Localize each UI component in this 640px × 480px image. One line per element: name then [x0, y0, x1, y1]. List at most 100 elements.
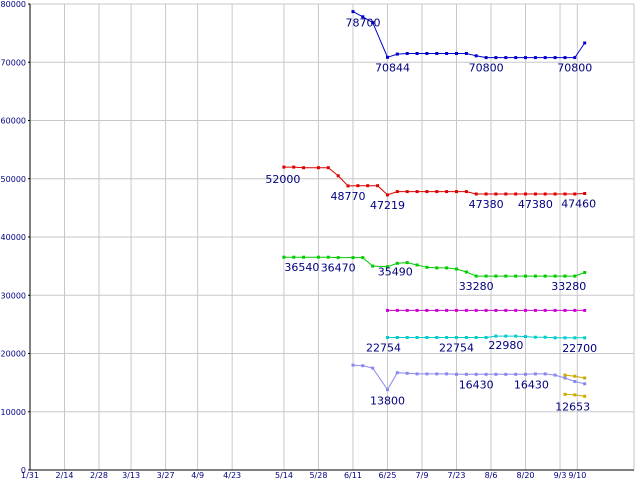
data-point	[543, 372, 547, 376]
data-point	[504, 56, 508, 60]
data-point	[583, 394, 587, 398]
x-tick-label: 4/9	[191, 471, 204, 480]
data-point	[484, 274, 488, 278]
data-label: 12653	[555, 400, 590, 413]
series-line	[352, 364, 585, 391]
data-point	[474, 54, 478, 58]
data-point	[455, 52, 458, 55]
data-point	[543, 335, 547, 339]
y-tick-label: 10000	[1, 408, 26, 417]
data-point	[514, 308, 518, 312]
data-point	[504, 334, 508, 338]
data-point	[415, 52, 419, 55]
data-point	[563, 392, 567, 396]
data-point	[484, 308, 488, 312]
series-4	[386, 334, 587, 340]
data-point	[405, 371, 409, 375]
x-tick-label: 8/20	[517, 471, 535, 480]
data-point	[292, 165, 296, 169]
x-axis-ticks: 1/31 2/14 2/28 3/13 3/27 4/9 4/23 5/14 5/28 6/11 6…	[21, 471, 586, 480]
data-point	[504, 308, 508, 312]
data-point	[282, 255, 286, 259]
data-point	[543, 56, 547, 60]
y-axis-ticks: 0 10000 20000 30000 40000 50000 60000 70000 8000…	[1, 0, 30, 475]
data-point	[563, 308, 567, 312]
data-point	[356, 184, 360, 188]
x-tick-label: 4/23	[223, 471, 241, 480]
data-point	[405, 190, 409, 194]
series-1	[282, 165, 587, 197]
data-point	[474, 336, 478, 339]
data-point	[361, 256, 365, 260]
x-tick-label: 7/9	[416, 471, 429, 480]
data-point	[371, 21, 375, 25]
data-point	[395, 308, 399, 312]
data-label: 16430	[514, 378, 549, 391]
data-point	[415, 308, 419, 312]
data-point	[336, 174, 340, 178]
x-tick-label: 2/28	[90, 471, 108, 480]
data-point	[533, 372, 537, 376]
data-label: 35490	[378, 265, 413, 278]
data-point	[583, 271, 587, 274]
grid-lines	[29, 3, 635, 470]
data-point	[583, 376, 587, 380]
data-point	[583, 192, 587, 195]
data-point	[573, 336, 577, 340]
data-point	[514, 274, 518, 278]
data-point	[504, 274, 508, 278]
data-point	[573, 192, 577, 196]
data-point	[371, 366, 375, 370]
data-point	[425, 52, 429, 55]
data-point	[533, 308, 537, 312]
data-labels: 78700 70844 70800 70800 52000 48770 47219 47380…	[265, 17, 597, 414]
series-line	[283, 256, 585, 277]
data-point	[455, 308, 458, 312]
data-label: 70800	[557, 62, 592, 75]
series-7	[563, 392, 587, 398]
data-point	[514, 56, 518, 60]
y-tick-label: 40000	[1, 233, 26, 242]
data-point	[361, 364, 365, 368]
data-point	[376, 184, 380, 188]
data-label: 33280	[459, 280, 494, 293]
data-point	[533, 192, 537, 196]
data-point	[395, 190, 399, 194]
y-tick-label: 0	[21, 466, 26, 475]
data-point	[435, 266, 439, 270]
data-point	[524, 56, 527, 60]
data-label: 22980	[488, 339, 523, 352]
data-point	[553, 274, 557, 278]
series-0	[351, 10, 587, 60]
x-tick-label: 2/14	[56, 471, 74, 480]
y-tick-label: 60000	[1, 117, 26, 126]
data-point	[435, 336, 439, 339]
data-point	[455, 372, 458, 376]
data-point	[563, 373, 567, 377]
data-point	[336, 256, 340, 260]
data-label: 47219	[370, 199, 405, 212]
data-label: 22700	[562, 342, 597, 355]
data-point	[524, 372, 527, 376]
data-point	[435, 372, 439, 376]
data-point	[405, 52, 409, 55]
data-point	[533, 56, 537, 60]
data-point	[563, 336, 567, 340]
data-point	[464, 372, 468, 376]
x-tick-label: 6/11	[344, 471, 362, 480]
data-point	[573, 393, 577, 397]
data-point	[543, 274, 547, 278]
data-point	[573, 380, 577, 383]
data-point	[435, 52, 439, 55]
data-point	[445, 372, 449, 376]
y-tick-label: 50000	[1, 175, 26, 184]
data-point	[395, 261, 399, 265]
data-point	[371, 264, 375, 268]
data-label: 22754	[366, 342, 401, 355]
data-point	[573, 308, 577, 312]
data-point	[405, 308, 409, 312]
data-point	[583, 308, 587, 312]
data-point	[316, 255, 320, 259]
data-point	[425, 265, 429, 269]
